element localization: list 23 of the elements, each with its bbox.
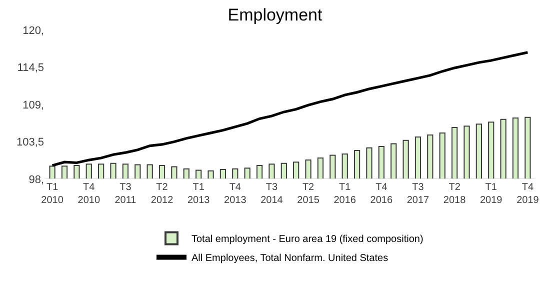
x-tick-label: T2 2015 <box>297 182 320 206</box>
x-tick-label: T1 2019 <box>480 182 503 206</box>
x-tick-label: T4 2010 <box>78 182 100 206</box>
legend-label: All Employees, Total Nonfarm. United States <box>192 253 388 264</box>
chart-title: Employment <box>228 5 323 24</box>
line-series <box>51 51 529 167</box>
x-tick-label: T1 2016 <box>334 182 356 206</box>
x-tick-label: T2 2018 <box>443 182 466 206</box>
x-tick-label: T4 2013 <box>224 182 247 206</box>
x-tick-label: T2 2012 <box>150 182 174 206</box>
x-tick-label: T4 2016 <box>370 182 393 206</box>
y-tick-label: 120, <box>22 24 44 37</box>
x-tick-label: T3 2014 <box>260 182 284 206</box>
x-tick-label: T3 2017 <box>406 182 430 206</box>
x-tick-label: T4 2019 <box>516 182 540 206</box>
x-tick-label: T3 2011 <box>114 182 137 206</box>
legend-label: Total employment - Euro area 19 (fixed composition) <box>192 234 424 246</box>
y-tick-label: 109, <box>22 99 44 112</box>
x-tick-label: T1 2010 <box>41 182 64 206</box>
y-tick-label: 114,5 <box>17 62 44 74</box>
y-tick-label: 103,5 <box>16 136 44 149</box>
x-tick-label: T1 2013 <box>187 182 210 206</box>
y-tick-label: 98, <box>28 174 44 186</box>
